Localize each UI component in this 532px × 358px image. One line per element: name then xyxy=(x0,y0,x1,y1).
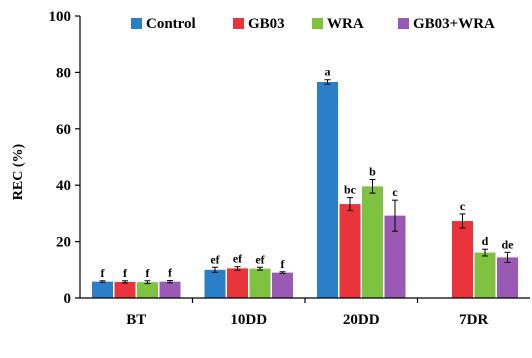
significance-label: f xyxy=(123,266,128,280)
bar xyxy=(114,281,136,298)
y-tick-label: 100 xyxy=(49,9,72,25)
x-category-label: BT xyxy=(126,312,146,328)
bars-group xyxy=(92,81,518,298)
legend-label: Control xyxy=(146,16,196,32)
significance-label: f xyxy=(168,266,173,280)
legend-swatch xyxy=(312,18,323,29)
legend-swatch xyxy=(233,18,244,29)
legend: Control GB03 WRA GB03+WRA xyxy=(131,16,495,32)
bar xyxy=(362,186,383,298)
x-category-label: 7DR xyxy=(459,312,488,328)
bar xyxy=(92,281,113,298)
legend-swatch xyxy=(131,18,142,29)
bar xyxy=(384,215,406,298)
significance-label: bc xyxy=(344,183,357,197)
y-tick-label: 60 xyxy=(56,122,71,138)
significance-label: c xyxy=(392,185,398,199)
error-bars-group xyxy=(99,79,511,285)
significance-label: ef xyxy=(210,252,220,266)
legend-label: GB03+WRA xyxy=(413,16,495,32)
x-category-label: 20DD xyxy=(343,312,380,328)
bar xyxy=(317,81,338,298)
bar xyxy=(249,268,271,298)
significance-label: de xyxy=(502,237,515,251)
significance-label: b xyxy=(369,165,376,179)
significance-label: ef xyxy=(255,252,265,266)
x-axis-categories: BT 10DD 20DD 7DR xyxy=(126,298,488,328)
bar xyxy=(204,269,226,298)
y-tick-label: 0 xyxy=(64,291,72,307)
significance-label: ef xyxy=(233,252,243,266)
bar xyxy=(227,268,248,298)
significance-label: f xyxy=(146,266,151,280)
significance-label: a xyxy=(325,65,331,79)
bar xyxy=(497,257,518,298)
significance-label: c xyxy=(460,199,466,213)
y-tick-label: 20 xyxy=(56,235,71,251)
significance-label: f xyxy=(281,257,286,271)
bar xyxy=(137,282,158,298)
bar xyxy=(474,252,496,298)
legend-label: WRA xyxy=(327,16,364,32)
legend-label: GB03 xyxy=(248,16,285,32)
significance-label: f xyxy=(101,266,106,280)
x-category-label: 10DD xyxy=(230,312,267,328)
y-tick-label: 40 xyxy=(56,178,71,194)
significance-label: d xyxy=(482,234,489,248)
legend-swatch xyxy=(398,18,409,29)
y-axis-ticks: 0 20 40 60 80 100 xyxy=(49,9,80,307)
y-tick-label: 80 xyxy=(56,65,71,81)
bar xyxy=(272,272,293,298)
bar xyxy=(339,204,361,298)
y-axis-title: REC (%) xyxy=(11,143,26,200)
bar xyxy=(159,281,181,298)
bar xyxy=(452,221,473,298)
